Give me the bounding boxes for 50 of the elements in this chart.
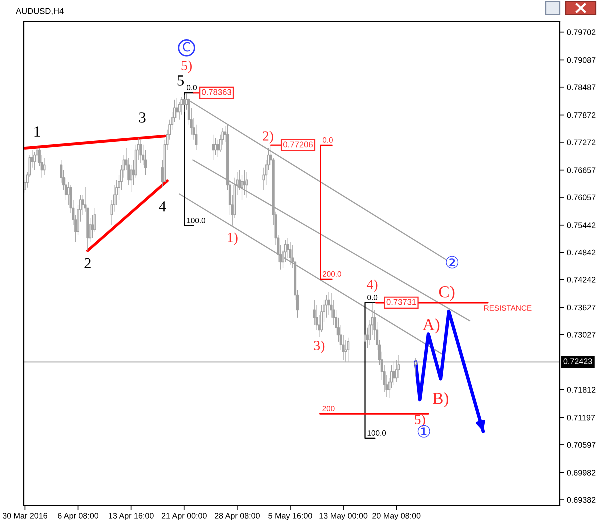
x-tick-label: 30 Mar 2016 — [2, 513, 48, 519]
y-tick-label: 0.79087 — [567, 57, 596, 64]
candlestick — [289, 242, 292, 265]
y-tick-label: 0.74842 — [567, 250, 596, 256]
y-tick-label: 0.71197 — [567, 415, 596, 421]
y-tick-label: 0.69382 — [567, 497, 596, 504]
annotation: 0.78363 — [202, 89, 232, 96]
annotation: 1 — [34, 126, 40, 137]
annotation: 5) — [182, 60, 192, 74]
y-tick-label: 0.78487 — [567, 84, 596, 90]
candlestick — [398, 355, 400, 378]
x-tick-label: 20 May 08:00 — [372, 513, 421, 520]
y-tick-label: 0.76657 — [567, 168, 596, 174]
y-tick-label: 0.73027 — [567, 332, 596, 338]
x-tick-label: 6 Apr 08:00 — [58, 513, 99, 520]
x-tick-label: 21 Apr 00:00 — [162, 513, 207, 520]
x-tick-label: 13 Apr 16:00 — [109, 513, 154, 520]
annotation: 0.77206 — [284, 142, 313, 148]
annotation: ② — [446, 256, 459, 269]
y-tick-label: 0.74242 — [567, 277, 596, 283]
x-tick-label: 13 May 00:00 — [320, 513, 368, 520]
annotation: C) — [439, 286, 455, 302]
annotation: 1) — [228, 232, 238, 246]
y-tick-label: 0.77272 — [567, 140, 596, 146]
annotation: 4) — [366, 280, 378, 292]
annotation: A) — [422, 318, 440, 334]
annotation: 0.73731 — [386, 299, 416, 306]
y-tick-label: 0.71812 — [567, 387, 596, 393]
y-tick-label: 0.73627 — [567, 304, 596, 311]
chart-title: AUDUSD,H4 — [16, 8, 64, 16]
annotation: B) — [433, 392, 449, 408]
x-tick-label: 5 May 16:00 — [268, 513, 312, 520]
y-tick-label: 0.79702 — [567, 30, 596, 36]
annotation: 3) — [314, 340, 325, 354]
annotation: 4 — [159, 202, 166, 212]
y-tick-label: 0.70597 — [567, 442, 596, 448]
ref-line-label: 0.72423 — [564, 358, 592, 364]
candlestick — [43, 158, 46, 176]
y-tick-label: 0.75442 — [567, 222, 596, 228]
y-tick-label: 0.77872 — [567, 112, 596, 118]
annotation: 3 — [139, 112, 146, 123]
annotation: C — [183, 42, 190, 52]
annotation: 5) — [415, 414, 426, 428]
annotation: 2 — [84, 258, 91, 269]
y-tick-label: 0.69982 — [567, 470, 596, 476]
annotation: 5 — [178, 76, 184, 86]
annotation: ① — [418, 425, 430, 438]
x-tick-label: 28 Apr 08:00 — [215, 513, 260, 520]
y-tick-label: 0.76057 — [567, 194, 596, 201]
annotation: 2) — [263, 131, 274, 144]
